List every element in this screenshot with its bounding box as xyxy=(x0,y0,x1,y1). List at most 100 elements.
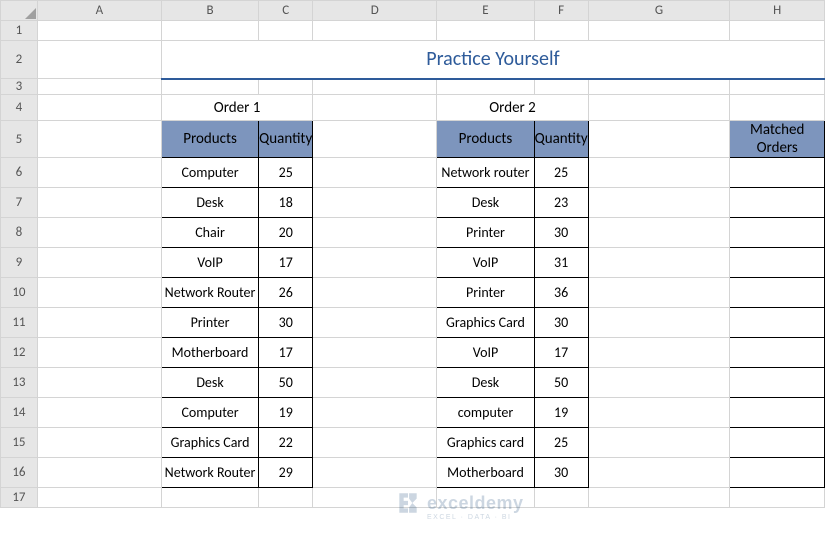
cell[interactable] xyxy=(259,21,313,41)
cell[interactable] xyxy=(37,158,161,188)
cell[interactable] xyxy=(37,398,161,428)
cell[interactable] xyxy=(37,79,161,95)
order1-quantity[interactable]: 20 xyxy=(259,218,313,248)
row-header-9[interactable]: 9 xyxy=(1,248,38,278)
matched-orders-cell[interactable] xyxy=(730,368,825,398)
order2-product[interactable]: Desk xyxy=(437,188,534,218)
order2-product[interactable]: Graphics Card xyxy=(437,308,534,338)
cell[interactable] xyxy=(588,79,730,95)
matched-orders-cell[interactable] xyxy=(730,428,825,458)
order2-quantity[interactable]: 17 xyxy=(534,338,588,368)
order1-product[interactable]: Computer xyxy=(161,398,258,428)
cell[interactable] xyxy=(588,188,730,218)
row-header-8[interactable]: 8 xyxy=(1,218,38,248)
order1-product[interactable]: Computer xyxy=(161,158,258,188)
matched-orders-cell[interactable] xyxy=(730,458,825,488)
column-header-A[interactable]: A xyxy=(37,1,161,21)
cell[interactable] xyxy=(37,218,161,248)
order2-quantity[interactable]: 30 xyxy=(534,308,588,338)
cell[interactable] xyxy=(37,488,161,508)
column-header-G[interactable]: G xyxy=(588,1,730,21)
cell[interactable] xyxy=(534,488,588,508)
row-header-15[interactable]: 15 xyxy=(1,428,38,458)
row-header-3[interactable]: 3 xyxy=(1,79,38,95)
order1-quantity[interactable]: 50 xyxy=(259,368,313,398)
order1-quantity[interactable]: 18 xyxy=(259,188,313,218)
cell[interactable] xyxy=(37,278,161,308)
order1-product[interactable]: Desk xyxy=(161,188,258,218)
cell[interactable] xyxy=(534,79,588,95)
order2-quantity[interactable]: 36 xyxy=(534,278,588,308)
cell[interactable] xyxy=(588,308,730,338)
matched-orders-cell[interactable] xyxy=(730,248,825,278)
matched-orders-cell[interactable] xyxy=(730,308,825,338)
column-header-C[interactable]: C xyxy=(259,1,313,21)
order2-quantity[interactable]: 30 xyxy=(534,458,588,488)
cell[interactable] xyxy=(37,248,161,278)
order2-quantity[interactable]: 23 xyxy=(534,188,588,218)
column-header-B[interactable]: B xyxy=(161,1,258,21)
column-header-E[interactable]: E xyxy=(437,1,534,21)
order1-quantity[interactable]: 22 xyxy=(259,428,313,458)
row-header-7[interactable]: 7 xyxy=(1,188,38,218)
order1-quantity[interactable]: 17 xyxy=(259,338,313,368)
order1-quantity[interactable]: 19 xyxy=(259,398,313,428)
row-header-13[interactable]: 13 xyxy=(1,368,38,398)
cell[interactable] xyxy=(161,488,258,508)
cell[interactable] xyxy=(437,488,534,508)
order1-product[interactable]: Printer xyxy=(161,308,258,338)
row-header-4[interactable]: 4 xyxy=(1,95,38,121)
row-header-16[interactable]: 16 xyxy=(1,458,38,488)
order2-product[interactable]: Desk xyxy=(437,368,534,398)
row-header-11[interactable]: 11 xyxy=(1,308,38,338)
matched-orders-cell[interactable] xyxy=(730,338,825,368)
matched-orders-cell[interactable] xyxy=(730,158,825,188)
order2-product[interactable]: Graphics card xyxy=(437,428,534,458)
cell[interactable] xyxy=(313,95,437,121)
cell[interactable] xyxy=(161,21,258,41)
cell[interactable] xyxy=(313,248,437,278)
matched-orders-cell[interactable] xyxy=(730,278,825,308)
cell[interactable] xyxy=(37,308,161,338)
cell[interactable] xyxy=(37,368,161,398)
column-header-F[interactable]: F xyxy=(534,1,588,21)
cell[interactable] xyxy=(588,458,730,488)
cell[interactable] xyxy=(588,248,730,278)
cell[interactable] xyxy=(37,41,161,79)
cell[interactable] xyxy=(37,188,161,218)
order2-product[interactable]: VoIP xyxy=(437,248,534,278)
cell[interactable] xyxy=(313,458,437,488)
order1-product[interactable]: Network Router xyxy=(161,458,258,488)
cell[interactable] xyxy=(313,428,437,458)
cell[interactable] xyxy=(313,121,437,158)
order2-product[interactable]: computer xyxy=(437,398,534,428)
order1-product[interactable]: Chair xyxy=(161,218,258,248)
cell[interactable] xyxy=(437,21,534,41)
cell[interactable] xyxy=(588,428,730,458)
cell[interactable] xyxy=(313,21,437,41)
order2-product[interactable]: Network router xyxy=(437,158,534,188)
cell[interactable] xyxy=(37,338,161,368)
cell[interactable] xyxy=(588,338,730,368)
order1-product[interactable]: Graphics Card xyxy=(161,428,258,458)
cell[interactable] xyxy=(313,218,437,248)
order2-product[interactable]: Motherboard xyxy=(437,458,534,488)
cell[interactable] xyxy=(534,21,588,41)
matched-orders-cell[interactable] xyxy=(730,188,825,218)
order1-quantity[interactable]: 26 xyxy=(259,278,313,308)
cell[interactable] xyxy=(259,488,313,508)
order1-product[interactable]: Desk xyxy=(161,368,258,398)
cell[interactable] xyxy=(588,21,730,41)
cell[interactable] xyxy=(37,458,161,488)
cell[interactable] xyxy=(588,488,730,508)
order1-product[interactable]: Motherboard xyxy=(161,338,258,368)
cell[interactable] xyxy=(313,188,437,218)
order2-quantity[interactable]: 19 xyxy=(534,398,588,428)
order2-product[interactable]: Printer xyxy=(437,278,534,308)
order2-quantity[interactable]: 30 xyxy=(534,218,588,248)
column-header-H[interactable]: H xyxy=(730,1,825,21)
order2-quantity[interactable]: 25 xyxy=(534,158,588,188)
order1-quantity[interactable]: 17 xyxy=(259,248,313,278)
cell[interactable] xyxy=(313,158,437,188)
order1-quantity[interactable]: 30 xyxy=(259,308,313,338)
